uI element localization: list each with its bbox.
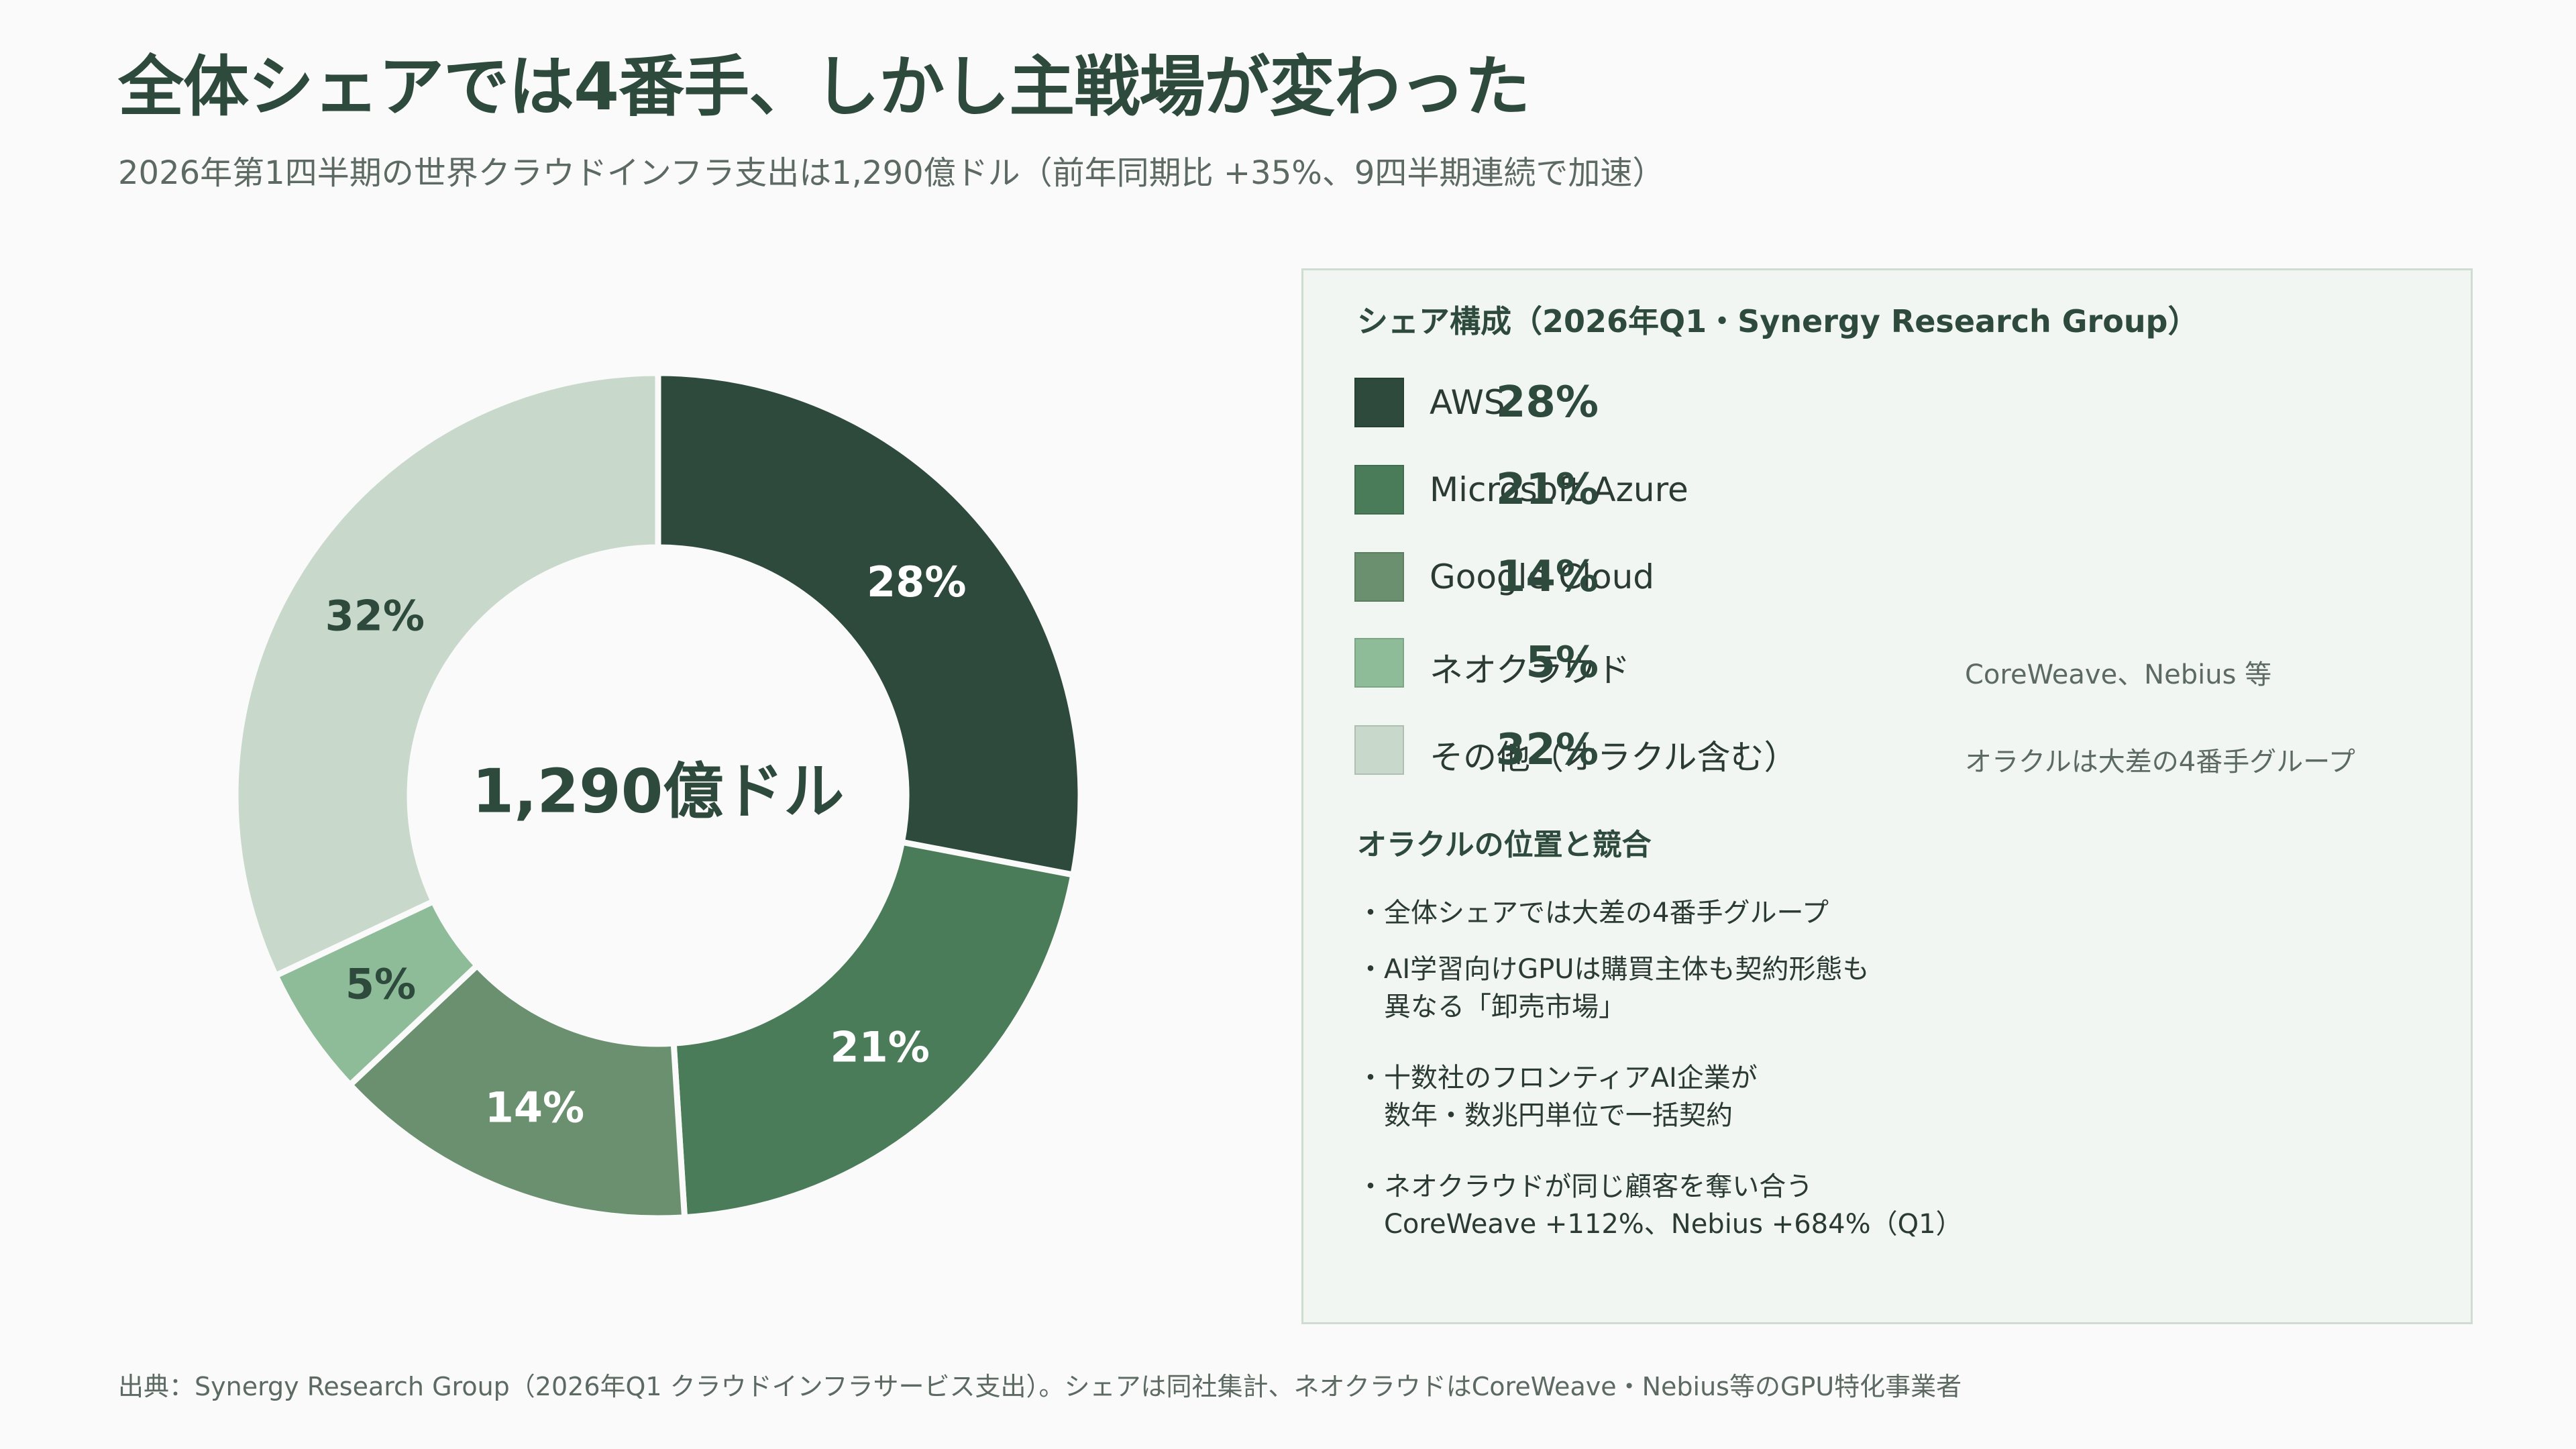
donut-slice-label: 21%: [830, 1023, 929, 1072]
bullet-item: ・ネオクラウドが同じ顧客を奪い合う CoreWeave +112%、Nebius …: [1357, 1168, 1963, 1243]
legend-heading: シェア構成（2026年Q1・Synergy Research Group）: [1357, 303, 2199, 339]
legend-label: その他（オラクル含む）: [1430, 738, 1798, 777]
bullet-item: ・十数社のフロンティアAI企業が 数年・数兆円単位で一括契約: [1357, 1059, 1758, 1134]
legend-swatch: [1354, 378, 1404, 427]
legend-swatch: [1354, 638, 1404, 688]
page-subtitle: 2026年第1四半期の世界クラウドインフラ支出は1,290億ドル（前年同期比 +…: [118, 154, 1665, 192]
legend-note: オラクルは大差の4番手グループ: [1965, 747, 2355, 777]
donut-slice-label: 28%: [867, 557, 966, 606]
bullet-item: ・AI学習向けGPUは購買主体も契約形態も異なる「卸売市場」: [1357, 951, 1870, 1026]
legend-label: Microsoft Azure: [1430, 470, 1688, 509]
legend-value: 32%: [1495, 725, 1599, 775]
bullet-line: ・AI学習向けGPUは購買主体も契約形態も: [1357, 954, 1870, 985]
donut-slice-label: 5%: [345, 960, 416, 1009]
legend-label: ネオクラウド: [1430, 651, 1630, 690]
donut-slice: [670, 839, 1077, 1221]
bullet-line: ・ネオクラウドが同じ顧客を奪い合う: [1357, 1171, 1813, 1202]
bullet-line-continued: 異なる「卸売市場」: [1384, 991, 1625, 1022]
legend-value: 5%: [1525, 638, 1599, 688]
legend-value: 28%: [1495, 378, 1599, 427]
donut-chart: 28% 21% 14% 5% 32% 1,290億ドル: [232, 370, 1084, 1222]
legend-row: Microsoft Azure 21%: [1354, 465, 2428, 515]
donut-slice: [655, 370, 1084, 879]
legend-note: CoreWeave、Nebius 等: [1965, 659, 2272, 690]
legend-value: 14%: [1495, 552, 1599, 602]
legend-panel: シェア構成（2026年Q1・Synergy Research Group） AW…: [1301, 268, 2473, 1324]
legend-row: Google Cloud 14%: [1354, 552, 2428, 602]
bullet-line: ・全体シェアでは大差の4番手グループ: [1357, 898, 1829, 928]
donut-slice: [232, 370, 661, 980]
legend-value: 21%: [1495, 465, 1599, 515]
legend-row: その他（オラクル含む） 32% オラクルは大差の4番手グループ: [1354, 725, 2428, 777]
donut-center-label: 1,290億ドル: [472, 757, 845, 827]
bullet-line-continued: 数年・数兆円単位で一括契約: [1384, 1100, 1733, 1131]
donut-slice-label: 32%: [325, 592, 425, 641]
donut-slice-label: 14%: [485, 1083, 584, 1132]
bullet-item: ・全体シェアでは大差の4番手グループ: [1357, 894, 1829, 932]
bullet-line-continued: CoreWeave +112%、Nebius +684%（Q1）: [1384, 1209, 1963, 1240]
legend-row: ネオクラウド 5% CoreWeave、Nebius 等: [1354, 638, 2428, 690]
legend-swatch: [1354, 465, 1404, 515]
source-note: 出典：Synergy Research Group（2026年Q1 クラウドイン…: [118, 1372, 1962, 1401]
legend-row: AWS 28%: [1354, 378, 2428, 427]
page-title: 全体シェアでは4番手、しかし主戦場が変わった: [118, 49, 1530, 125]
legend-label: Google Cloud: [1430, 557, 1655, 596]
legend-swatch: [1354, 552, 1404, 602]
oracle-section-heading: オラクルの位置と競合: [1357, 828, 1652, 862]
donut-slice: [345, 961, 688, 1222]
legend-label: AWS: [1430, 383, 1505, 422]
bullet-line: ・十数社のフロンティアAI企業が: [1357, 1063, 1758, 1093]
legend-swatch: [1354, 725, 1404, 775]
